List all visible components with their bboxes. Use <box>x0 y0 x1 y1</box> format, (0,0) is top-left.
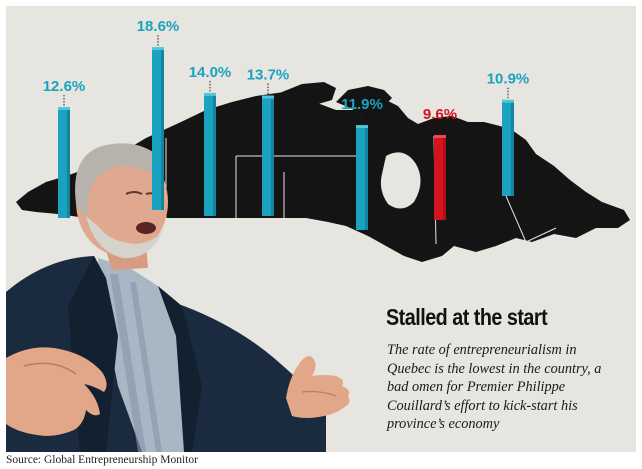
bar-cap <box>434 134 446 138</box>
hair <box>75 143 164 220</box>
bar <box>58 109 70 218</box>
bar <box>356 127 368 230</box>
bar-group: 11.9% <box>341 96 383 230</box>
bar-shade <box>443 136 446 220</box>
bar-chart: 12.6% 18.6% 14.0% 13.7% 11.9% 9.6% 10.9% <box>43 18 530 230</box>
bar-shade <box>511 101 514 196</box>
data-label: 10.9% <box>487 71 530 88</box>
bar <box>262 97 274 216</box>
right-hand <box>286 356 350 418</box>
bar-cap <box>356 125 368 129</box>
bar-group: 18.6% <box>137 18 180 210</box>
bar-shade <box>161 49 164 210</box>
bar <box>204 94 216 216</box>
arctic-islands <box>268 82 336 108</box>
newfoundland <box>578 204 606 228</box>
beard <box>86 216 164 259</box>
data-label: 12.6% <box>43 78 86 95</box>
bar-cap <box>502 99 514 103</box>
bar-group: 13.7% <box>247 66 290 216</box>
body-text: The rate of entrepreneurialism in Quebec… <box>387 342 602 433</box>
bar-shade <box>365 127 368 230</box>
infographic-panel: 12.6% 18.6% 14.0% 13.7% 11.9% 9.6% 10.9% Stall… <box>6 6 636 452</box>
bar-shade <box>213 94 216 216</box>
data-label: 18.6% <box>137 18 180 35</box>
canada-mainland <box>16 92 630 262</box>
left-hand <box>6 347 107 436</box>
data-label: 13.7% <box>247 66 290 83</box>
bar-cap <box>204 92 216 96</box>
bar-group: 9.6% <box>423 106 457 220</box>
bar-highlight <box>434 136 446 220</box>
bar-cap <box>262 95 274 99</box>
speaker-photo <box>6 143 350 452</box>
bar-cap <box>152 47 164 51</box>
bar-group: 14.0% <box>189 64 232 216</box>
headline: Stalled at the start <box>386 304 548 330</box>
canada-map <box>16 82 630 262</box>
source-note: Source: Global Entrepreneurship Monitor <box>6 454 198 466</box>
bar-shade <box>67 109 70 218</box>
bar <box>502 101 514 196</box>
data-label: 11.9% <box>341 96 383 113</box>
data-label: 9.6% <box>423 106 457 123</box>
bar-shade <box>271 97 274 216</box>
bar <box>152 49 164 210</box>
bar-group: 10.9% <box>487 71 530 196</box>
data-label: 14.0% <box>189 64 232 81</box>
bar-cap <box>58 107 70 111</box>
bar-group: 12.6% <box>43 78 86 218</box>
hudson-bay <box>380 152 421 209</box>
